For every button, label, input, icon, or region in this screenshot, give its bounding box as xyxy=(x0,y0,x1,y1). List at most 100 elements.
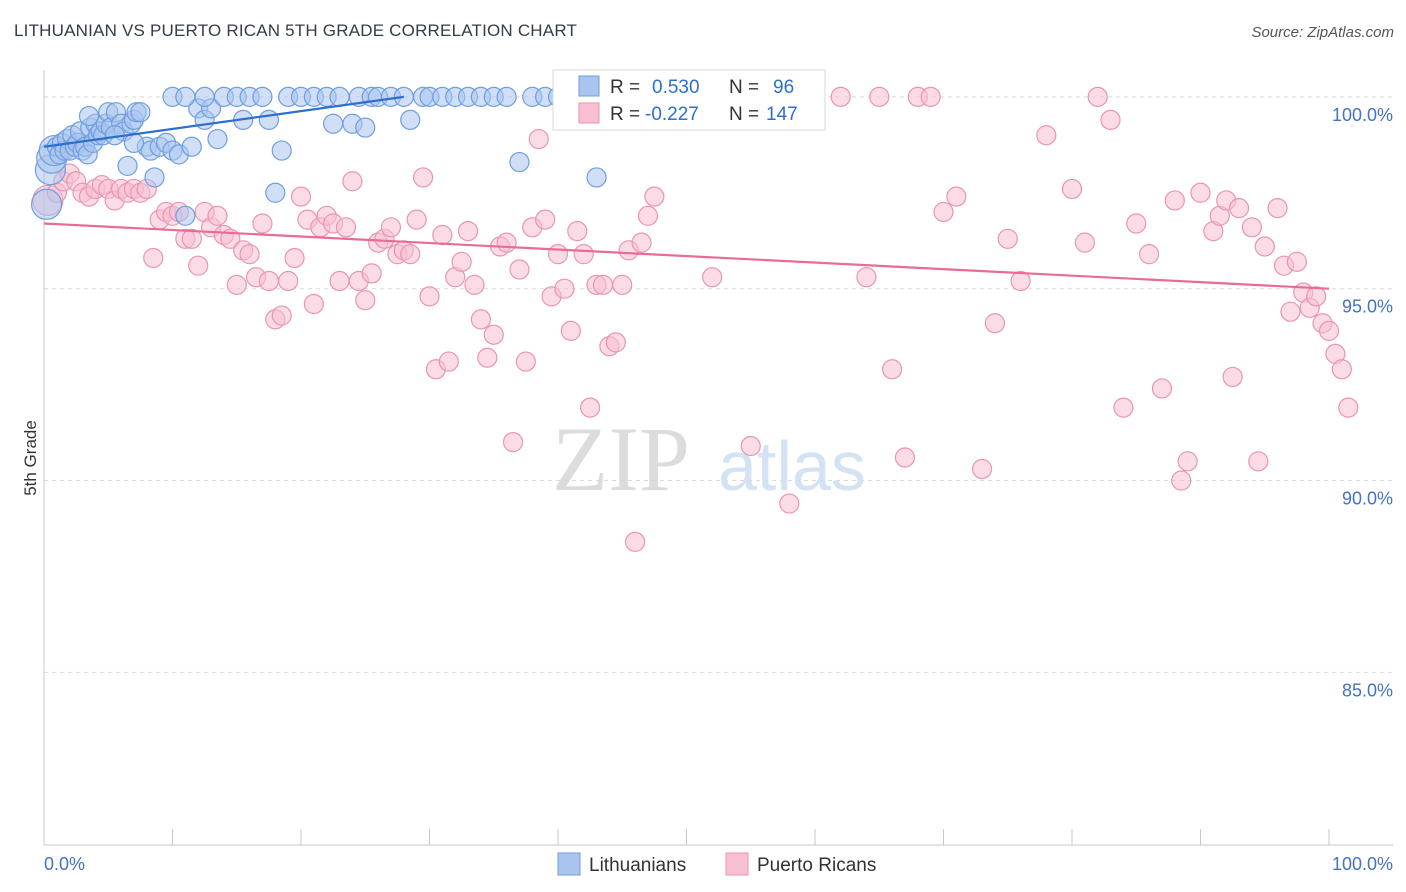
puerto-ricans-point xyxy=(894,447,916,468)
puerto-ricans-point xyxy=(946,186,967,207)
puerto-ricans-point xyxy=(355,290,376,311)
puerto-ricans-point xyxy=(535,209,556,230)
puerto-ricans-point xyxy=(1286,251,1307,272)
lithuanians-point xyxy=(258,109,279,130)
lithuanians-point xyxy=(175,86,196,107)
puerto-ricans-point xyxy=(573,244,594,265)
puerto-ricans-point xyxy=(856,267,877,288)
puerto-ricans-point xyxy=(502,432,524,453)
lithuanians-point xyxy=(78,105,100,127)
puerto-ricans-point xyxy=(515,351,536,372)
puerto-ricans-point xyxy=(702,267,723,288)
x-tick-label-min: 0.0% xyxy=(44,854,85,874)
puerto-ricans-point xyxy=(1164,190,1185,211)
puerto-ricans-point xyxy=(605,332,626,353)
y-tick-label: 100.0% xyxy=(1332,105,1393,125)
puerto-ricans-point xyxy=(1126,213,1147,234)
puerto-ricans-point xyxy=(1331,359,1352,380)
puerto-ricans-point xyxy=(869,86,890,107)
puerto-ricans-point xyxy=(1113,397,1134,418)
puerto-ricans-point xyxy=(470,309,491,330)
puerto-ricans-point xyxy=(438,351,459,372)
lithuanians-point xyxy=(355,117,376,138)
puerto-ricans-point xyxy=(1036,125,1057,146)
legend-swatch-puerto-ricans xyxy=(725,852,749,876)
puerto-ricans-trend-line xyxy=(43,222,1330,290)
y-tick-label: 85.0% xyxy=(1342,680,1393,700)
puerto-ricans-point xyxy=(303,293,324,315)
lithuanians-point xyxy=(175,205,196,226)
puerto-ricans-point xyxy=(1010,270,1031,292)
lithuanians-point xyxy=(329,86,350,107)
stats-r-value-lithuanians: 0.530 xyxy=(652,77,700,98)
lithuanians-point xyxy=(117,155,138,177)
puerto-ricans-point xyxy=(342,171,363,192)
puerto-ricans-point xyxy=(239,244,260,265)
y-tick-label: 95.0% xyxy=(1342,297,1393,317)
puerto-ricans-point xyxy=(560,320,581,341)
puerto-ricans-point xyxy=(612,274,633,295)
puerto-ricans-point xyxy=(361,263,382,284)
puerto-ricans-point xyxy=(554,278,575,299)
lithuanians-point xyxy=(194,86,215,107)
puerto-ricans-point xyxy=(1248,451,1269,472)
y-axis-label: 5th Grade xyxy=(21,420,40,496)
puerto-ricans-point xyxy=(284,247,305,269)
x-tick-labels: 0.0% 100.0% xyxy=(44,854,1393,874)
watermark-zip: ZIP xyxy=(552,408,690,510)
puerto-ricans-point xyxy=(278,270,299,292)
puerto-ricans-point xyxy=(1267,198,1288,219)
puerto-ricans-point xyxy=(528,128,549,150)
legend-label-puerto-ricans: Puerto Ricans xyxy=(757,855,876,876)
puerto-ricans-point xyxy=(740,435,761,457)
puerto-ricans-point xyxy=(1222,366,1243,388)
puerto-ricans-point xyxy=(329,270,350,292)
puerto-ricans-point xyxy=(258,270,279,292)
puerto-ricans-point xyxy=(457,221,479,242)
puerto-ricans-point xyxy=(1228,198,1250,219)
lithuanians-points xyxy=(30,86,710,226)
puerto-ricans-point xyxy=(290,186,312,207)
lithuanians-point xyxy=(586,167,607,188)
lithuanians-point xyxy=(207,128,228,150)
lithuanians-point xyxy=(271,140,292,161)
puerto-ricans-point xyxy=(380,217,402,238)
puerto-ricans-point xyxy=(933,201,954,223)
legend-label-lithuanians: Lithuanians xyxy=(589,855,686,876)
puerto-ricans-point xyxy=(631,232,652,253)
lithuanians-point xyxy=(30,188,63,220)
y-tick-labels: 100.0% 95.0% 90.0% 85.0% xyxy=(1332,105,1393,700)
trend-lines xyxy=(43,95,1330,290)
puerto-ricans-point xyxy=(997,228,1018,249)
puerto-ricans-point xyxy=(464,274,485,295)
puerto-ricans-point xyxy=(592,274,614,295)
puerto-ricans-point xyxy=(252,213,273,234)
puerto-ricans-point xyxy=(1306,286,1327,307)
puerto-ricans-point xyxy=(920,86,941,107)
stats-n-label-puerto-ricans: N = xyxy=(729,104,759,125)
puerto-ricans-point xyxy=(496,232,517,253)
puerto-ricans-point xyxy=(271,305,292,326)
puerto-ricans-point xyxy=(881,359,903,380)
stats-r-value-puerto-ricans: -0.227 xyxy=(645,104,699,125)
stats-n-value-puerto-ricans: 147 xyxy=(766,104,798,125)
puerto-ricans-point xyxy=(483,324,504,345)
x-tick-label-max: 100.0% xyxy=(1332,854,1393,874)
lithuanians-point xyxy=(400,109,421,130)
puerto-ricans-point xyxy=(567,221,588,242)
puerto-ricans-point xyxy=(1087,86,1108,107)
lithuanians-point xyxy=(496,86,517,107)
stats-r-label-lithuanians: R = xyxy=(610,77,640,98)
puerto-ricans-point xyxy=(477,347,498,368)
puerto-ricans-point xyxy=(1241,217,1263,238)
gridlines xyxy=(44,96,1393,673)
bottom-legend: Lithuanians Puerto Ricans xyxy=(557,852,876,876)
stats-n-value-lithuanians: 96 xyxy=(773,77,794,98)
puerto-ricans-point xyxy=(181,228,202,249)
puerto-ricans-point xyxy=(1151,378,1173,399)
puerto-ricans-point xyxy=(547,244,569,265)
watermark-atlas: atlas xyxy=(718,427,866,505)
puerto-ricans-point xyxy=(432,224,453,246)
puerto-ricans-point xyxy=(1100,109,1121,130)
